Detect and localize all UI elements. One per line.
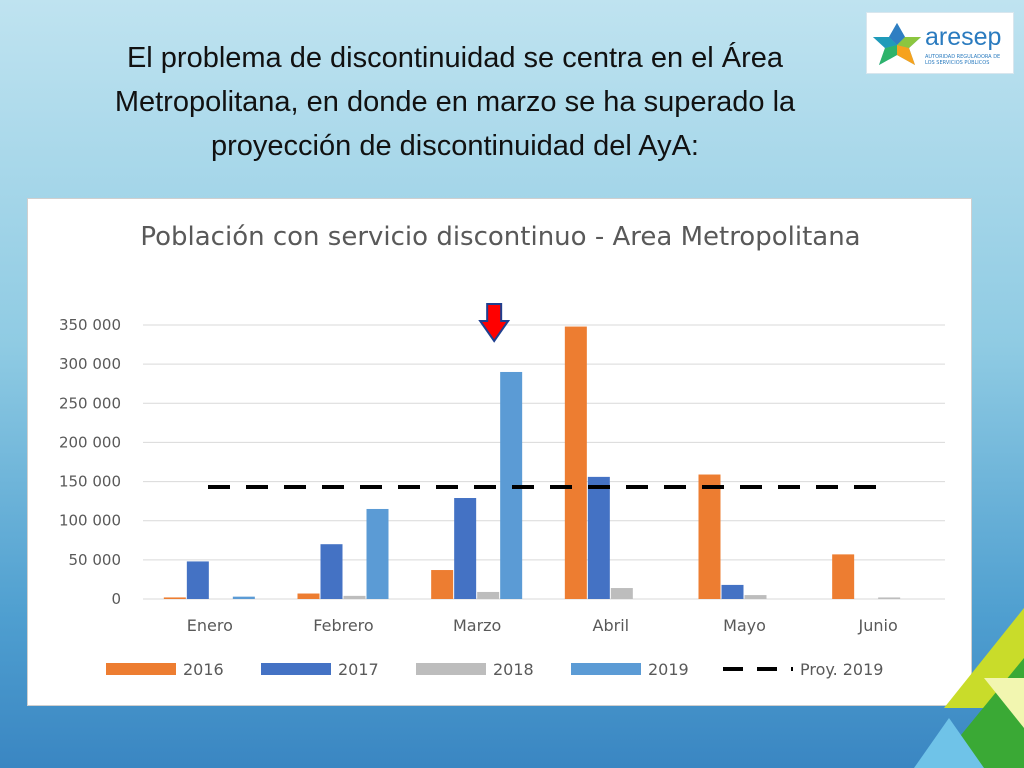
bar-chart: 0 50 000 100 000 150 000 200 000 250 000 300 0…: [59, 303, 945, 679]
y-tick-label: 100 000: [59, 512, 121, 530]
bar-2017-mayo: [721, 584, 744, 599]
bar-2019-marzo: [500, 371, 523, 599]
legend-label: Proy. 2019: [800, 660, 883, 679]
y-tick-label: 0: [111, 590, 121, 608]
y-tick-label: 250 000: [59, 394, 121, 412]
bar-2016-enero: [163, 597, 186, 599]
x-tick-label: Marzo: [453, 616, 501, 635]
legend-label: 2019: [648, 660, 689, 679]
legend-swatch-2016: [106, 663, 176, 675]
bar-2017-enero: [186, 561, 209, 599]
y-tick-label: 200 000: [59, 433, 121, 451]
bar-2018-febrero: [343, 595, 366, 599]
x-tick-label: Febrero: [313, 616, 373, 635]
x-tick-label: Enero: [187, 616, 233, 635]
legend-swatch-2018: [416, 663, 486, 675]
y-tick-label: 300 000: [59, 355, 121, 373]
bar-2016-abril: [564, 326, 587, 599]
bar-2019-enero: [232, 596, 255, 599]
bar-2019-febrero: [366, 508, 389, 599]
x-tick-label: Mayo: [723, 616, 766, 635]
chart-panel: Población con servicio discontinuo - Are…: [27, 198, 972, 706]
legend-label: 2018: [493, 660, 534, 679]
bar-2016-junio: [832, 554, 855, 599]
bar-2016-mayo: [698, 474, 721, 599]
chart-title: Población con servicio discontinuo - Are…: [140, 222, 861, 252]
legend-swatch-2017: [261, 663, 331, 675]
y-tick-label: 50 000: [69, 551, 122, 569]
aresep-star-icon: [873, 23, 921, 65]
bar-2018-mayo: [744, 595, 767, 599]
x-tick-label: Junio: [858, 616, 898, 635]
bar-2017-febrero: [320, 544, 343, 599]
bar-2018-abril: [610, 588, 633, 599]
aresep-logo: aresep AUTORIDAD REGULADORA DE LOS SERVI…: [866, 12, 1014, 74]
bar-2017-abril: [587, 476, 610, 599]
corner-decoration: [914, 608, 1024, 768]
y-tick-label: 150 000: [59, 473, 121, 491]
bar-2016-marzo: [431, 570, 454, 599]
arrow-annotation: [478, 303, 511, 343]
slide-title: El problema de discontinuidad se centra …: [114, 42, 796, 162]
bar-2018-marzo: [477, 591, 500, 599]
legend-label: 2016: [183, 660, 224, 679]
bar-2018-junio: [878, 597, 901, 599]
logo-tagline: AUTORIDAD REGULADORA DE LOS SERVICIOS PÚ…: [925, 54, 1001, 66]
legend-swatch-2019: [571, 663, 641, 675]
y-tick-label: 350 000: [59, 316, 121, 334]
bar-2017-marzo: [454, 498, 477, 599]
x-tick-label: Abril: [593, 616, 630, 635]
bar-2016-febrero: [297, 593, 320, 599]
legend-label: 2017: [338, 660, 379, 679]
logo-name: aresep: [925, 23, 1002, 51]
